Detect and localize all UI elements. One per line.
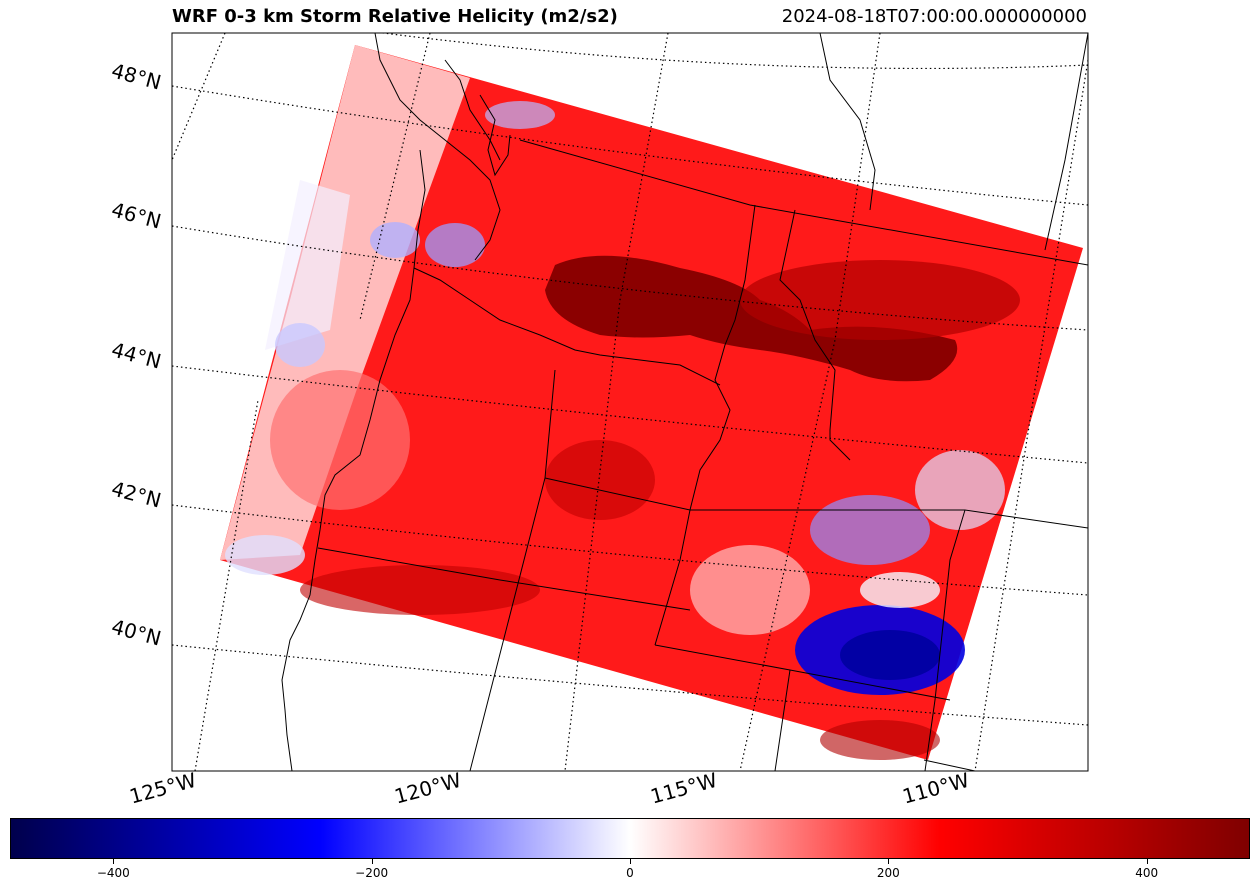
dark-band-se [820,720,940,760]
dark-band-south [300,565,540,615]
coastlines-borders [281,33,1088,771]
gridline-lat-48 [172,85,1088,206]
gridline-lat-50 [378,33,1088,70]
nevada-blue-patch [810,495,930,565]
east-light-patch [915,450,1005,530]
colorbar-tick [630,859,631,864]
gridline-lon-105 [974,59,1088,771]
southern-border-ext [774,669,791,771]
colorbar-tick-label: 0 [626,866,634,880]
gridline-lat-44 [172,365,1088,464]
colorbar-tick [113,859,115,864]
sw-corner-light [225,535,305,575]
colorbar-tick-label: −400 [96,866,130,880]
idaho-montana-border [779,209,851,461]
colorbar-tick [371,859,373,864]
puget-blue-patch [485,101,555,129]
salish-sea-outline [374,33,501,261]
colorbar-tick-label: −200 [355,866,389,880]
columbia-river [413,267,721,386]
western-oregon-light [270,370,410,510]
gridline-lon-125 [172,33,226,161]
nevada-idaho-border [544,477,1088,529]
central-dark-patch [545,440,655,520]
canada-border [819,33,876,211]
washington-idaho-border [519,139,1088,266]
colorbar-tick-label: 200 [876,866,900,880]
willamette-blue-patch [425,223,485,267]
ocean-light-zone [265,180,350,350]
colorbar-tick [1146,859,1148,864]
colorbar-tick-label: 400 [1135,866,1159,880]
pacific-coastline [281,149,426,771]
offshore-blue-patch [275,323,325,367]
california-nevada-border [654,509,691,646]
se-corner-border [923,759,976,771]
map-frame [171,32,1089,772]
gridline-lat-42 [172,504,1088,596]
gridlines [172,33,1088,771]
utah-blue-core [840,630,940,680]
colorbar-tick [888,859,890,864]
wyoming-border [1044,33,1088,251]
gridline-lon-115 [564,33,669,771]
utah-east-border [469,369,556,771]
map-title: WRF 0-3 km Storm Relative Helicity (m2/s… [172,6,618,27]
colorbar [10,818,1250,859]
coast-blue-patch [370,222,420,258]
map-timestamp: 2024-08-18T07:00:00.000000000 [781,6,1087,27]
nevada-utah-border [924,509,966,771]
data-field [220,45,1083,760]
east-white-band [860,572,940,608]
gridline-lat-40 [172,644,1088,726]
gridline-lon-125b [194,399,259,771]
oregon-nevada-border [317,547,691,611]
sw-idaho-light-patch [690,545,810,635]
idaho-west-border [689,204,756,511]
puget-inlet [479,94,511,177]
dark-core-oregon-idaho [545,255,958,382]
